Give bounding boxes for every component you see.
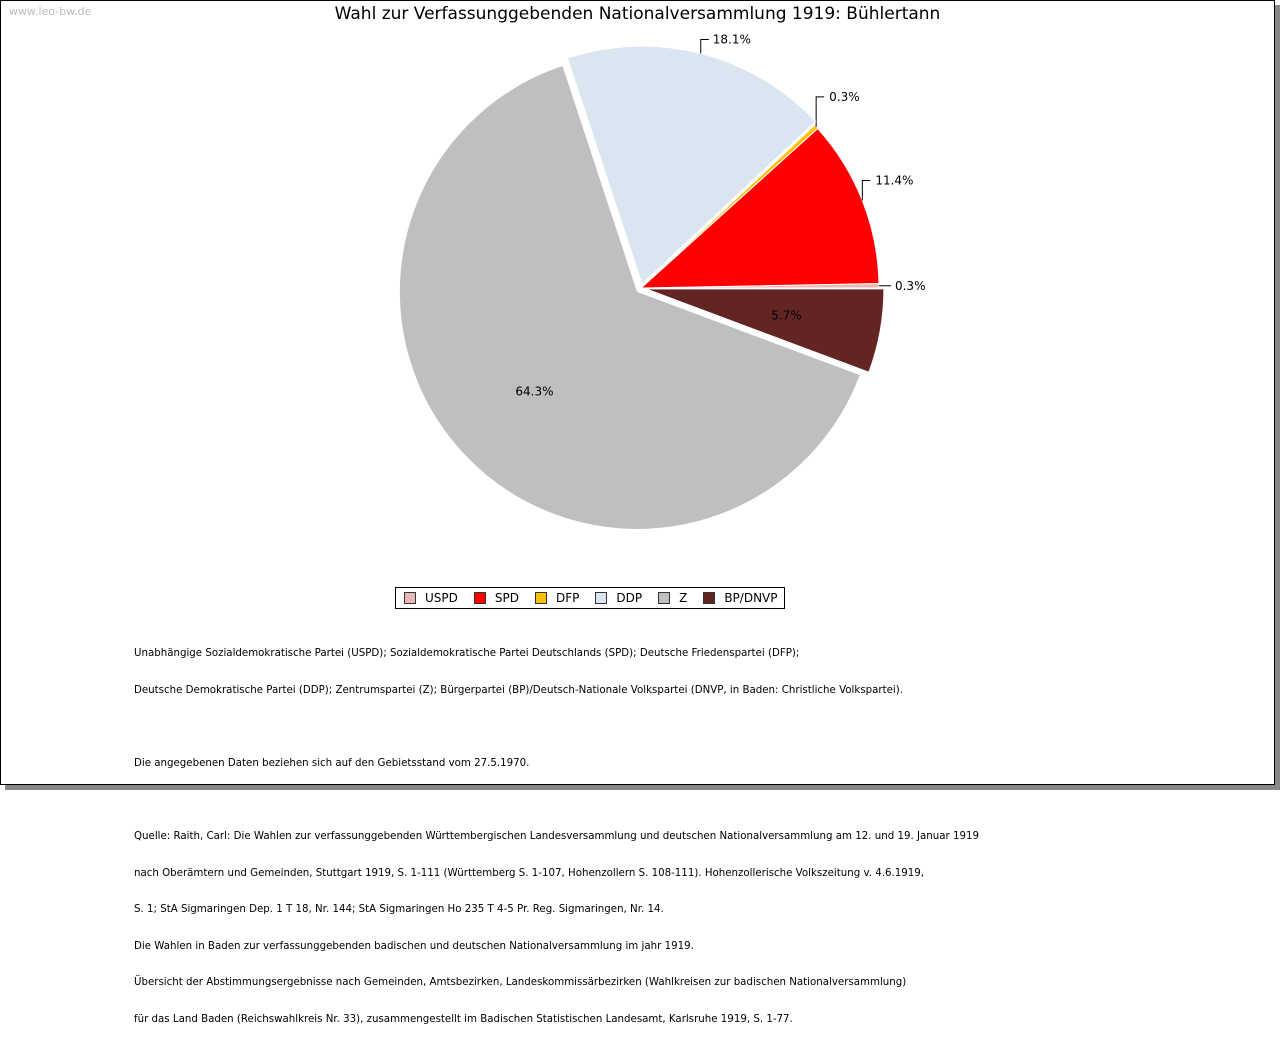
pie-chart: 0.3% 11.4% 0.3% 18.1% 64.3% 5.7% bbox=[398, 32, 926, 530]
leader-line bbox=[700, 38, 709, 54]
legend-swatch bbox=[534, 592, 547, 604]
territory-note: Die angegebenen Daten beziehen sich auf … bbox=[134, 756, 530, 770]
leader-line bbox=[861, 179, 871, 201]
legend-item: Z bbox=[656, 591, 687, 605]
legend-item: BP/DNVP bbox=[701, 591, 778, 605]
chart-frame: www.leo-bw.de Wahl zur Verfassunggebende… bbox=[0, 0, 1275, 1025]
slice-label: 0.3% bbox=[895, 279, 926, 293]
pie-slice-dfp bbox=[640, 124, 819, 289]
parties-line: Deutsche Demokratische Partei (DDP); Zen… bbox=[134, 683, 904, 697]
legend-swatch bbox=[595, 592, 608, 604]
legend-label: DFP bbox=[555, 591, 580, 605]
pie-slice-bp-dnvp bbox=[645, 288, 885, 373]
source-line: für das Land Baden (Reichswahlkreis Nr. … bbox=[134, 1012, 793, 1026]
legend-item: DFP bbox=[533, 591, 579, 605]
legend-label: USPD bbox=[425, 591, 458, 605]
watermark: www.leo-bw.de bbox=[9, 5, 92, 18]
chart-title: Wahl zur Verfassunggebenden Nationalvers… bbox=[334, 4, 941, 24]
slice-label: 64.3% bbox=[515, 384, 553, 398]
source-line: Übersicht der Abstimmungsergebnisse nach… bbox=[134, 975, 907, 989]
legend-item: DDP bbox=[593, 591, 642, 605]
source-line: nach Oberämtern und Gemeinden, Stuttgart… bbox=[134, 865, 925, 879]
legend-swatch bbox=[404, 592, 416, 604]
source-line: S. 1; StA Sigmaringen Dep. 1 T 18, Nr. 1… bbox=[134, 902, 664, 916]
legend-item: USPD bbox=[402, 591, 458, 605]
parties-line: Unabhängige Sozialdemokratische Partei (… bbox=[134, 646, 800, 660]
legend-label: BP/DNVP bbox=[724, 591, 778, 605]
slice-label: 11.4% bbox=[875, 173, 913, 187]
slice-label: 18.1% bbox=[713, 32, 751, 46]
legend-swatch bbox=[658, 592, 671, 604]
legend-label: Z bbox=[679, 591, 688, 605]
legend-swatch bbox=[473, 592, 486, 604]
leader-line bbox=[815, 96, 825, 127]
legend: USPD SPD DFP DDP Z BP/DNVP bbox=[395, 587, 785, 609]
source-line: Quelle: Raith, Carl: Die Wahlen zur verf… bbox=[134, 829, 979, 843]
legend-swatch bbox=[703, 592, 716, 604]
pie-slice-spd bbox=[639, 127, 880, 289]
notes: Unabhängige Sozialdemokratische Partei (… bbox=[134, 623, 979, 1050]
legend-label: SPD bbox=[494, 591, 519, 605]
slice-label: 5.7% bbox=[771, 308, 802, 322]
pie-slice-z bbox=[398, 64, 861, 530]
slice-label: 0.3% bbox=[829, 90, 860, 104]
legend-item: SPD bbox=[472, 591, 519, 605]
source-line: Die Wahlen in Baden zur verfassunggebend… bbox=[134, 938, 694, 952]
legend-label: DDP bbox=[616, 591, 643, 605]
